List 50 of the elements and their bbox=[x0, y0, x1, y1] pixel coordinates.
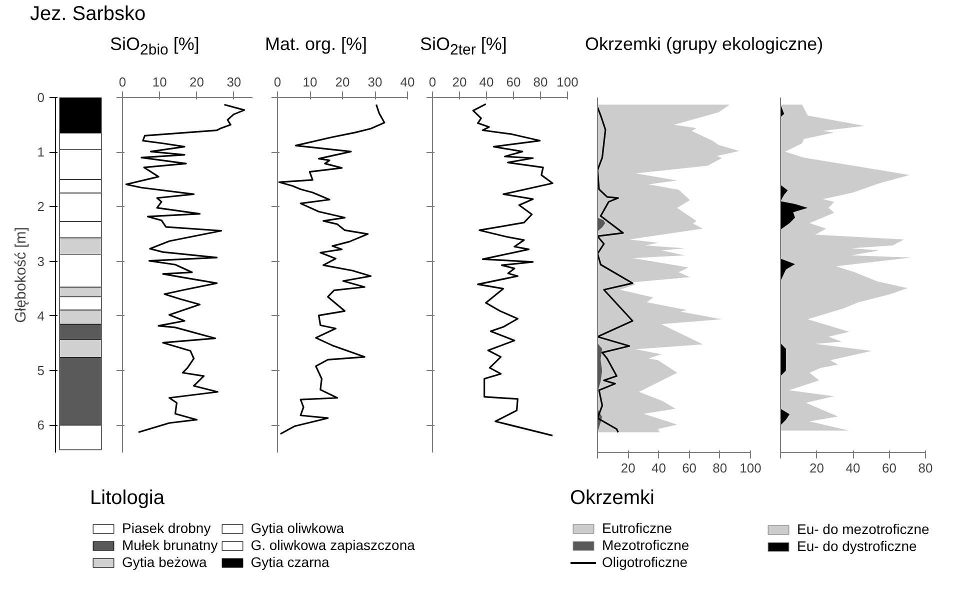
chart-title: SiO$_{2ter}$ [%] bbox=[420, 33, 507, 61]
x-tick-label: 30 bbox=[226, 74, 242, 90]
y-tick-label: 5 bbox=[37, 363, 45, 378]
legend-label: G. oliwkowa zapiaszczona bbox=[250, 537, 415, 553]
x-tick-label: 20 bbox=[620, 460, 636, 476]
chart-title: Okrzemki (grupy ekologiczne) bbox=[585, 33, 824, 56]
x-tick-label: 10 bbox=[302, 74, 318, 90]
y-tick-label: 2 bbox=[37, 199, 45, 214]
legend-label: Gytia oliwkowa bbox=[250, 520, 344, 536]
y-tick-label: 0 bbox=[37, 90, 45, 105]
x-tick-label: 0 bbox=[428, 74, 436, 90]
x-tick-label: 20 bbox=[452, 74, 467, 90]
x-tick-label: 100 bbox=[740, 460, 762, 476]
legend-label: Mezotroficzne bbox=[602, 537, 690, 553]
x-tick-label: 80 bbox=[712, 460, 728, 476]
x-tick-label: 60 bbox=[506, 74, 521, 90]
x-tick-label: 80 bbox=[918, 460, 933, 476]
x-tick-label: 40 bbox=[651, 460, 666, 476]
legend-label: Eu- do mezotroficzne bbox=[797, 521, 930, 537]
legend-label: Mułek brunatny bbox=[122, 537, 218, 553]
y-axis-title: Głębokość [m] bbox=[12, 227, 30, 323]
legend-label: Piasek drobny bbox=[122, 520, 211, 536]
y-tick-label: 1 bbox=[37, 144, 45, 160]
legend-title: Litologia bbox=[90, 487, 166, 510]
y-tick-label: 4 bbox=[37, 308, 45, 324]
x-tick-label: 40 bbox=[846, 460, 860, 476]
x-tick-label: 40 bbox=[400, 74, 415, 90]
x-tick-label: 0 bbox=[118, 74, 126, 90]
x-tick-label: 20 bbox=[335, 74, 350, 90]
chart-title: Mat. org. [%] bbox=[265, 33, 368, 56]
chart-title: SiO$_{2bio}$ [%] bbox=[110, 33, 200, 61]
legend-title: Okrzemki bbox=[570, 487, 656, 510]
x-tick-label: 20 bbox=[190, 74, 204, 90]
y-tick-label: 6 bbox=[37, 418, 45, 433]
legend-label: Gytia beżowa bbox=[122, 554, 207, 570]
x-tick-label: 20 bbox=[810, 460, 824, 476]
x-tick-label: 60 bbox=[682, 460, 697, 476]
legend-label: Eu- do dystroficzne bbox=[797, 538, 917, 554]
x-tick-label: 30 bbox=[368, 74, 382, 90]
y-tick-label: 3 bbox=[37, 254, 45, 269]
x-tick-label: 10 bbox=[152, 74, 167, 90]
x-tick-label: 100 bbox=[556, 74, 578, 90]
x-tick-label: 60 bbox=[882, 460, 896, 476]
legend-label: Oligotroficzne bbox=[602, 554, 688, 570]
legend-label: Gytia czarna bbox=[250, 554, 330, 570]
chart-title: Jez. Sarbsko bbox=[29, 2, 146, 27]
x-tick-label: 80 bbox=[533, 74, 548, 90]
legend-label: Eutroficzne bbox=[602, 520, 672, 536]
x-tick-label: 0 bbox=[274, 74, 282, 90]
x-tick-label: 40 bbox=[479, 74, 494, 90]
